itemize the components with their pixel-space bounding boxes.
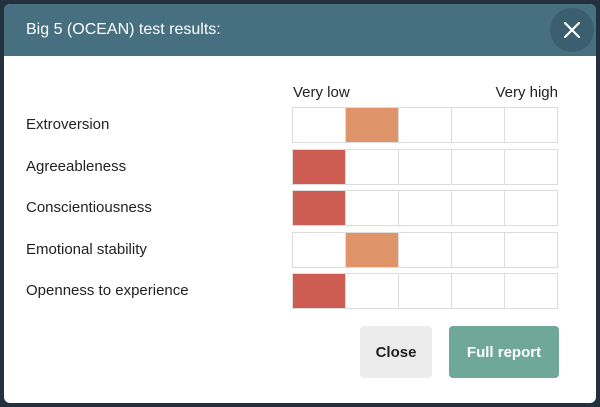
trait-score-bar bbox=[292, 231, 558, 268]
score-cell bbox=[346, 232, 399, 267]
trait-score-bar bbox=[292, 107, 558, 143]
trait-label: Openness to experience bbox=[26, 282, 189, 299]
scale-high-label: Very high bbox=[495, 84, 558, 101]
close-icon[interactable] bbox=[550, 8, 594, 52]
score-cell bbox=[346, 191, 399, 225]
trait-score-bar bbox=[292, 148, 558, 185]
score-cell bbox=[293, 149, 346, 184]
score-cell bbox=[293, 108, 346, 142]
score-cell bbox=[399, 149, 452, 184]
trait-label: Extroversion bbox=[26, 116, 110, 133]
score-cell bbox=[452, 149, 505, 184]
scale-low-label: Very low bbox=[293, 84, 350, 101]
trait-score-bar bbox=[292, 190, 558, 226]
score-cell bbox=[346, 108, 399, 142]
score-cell bbox=[505, 191, 557, 225]
full-report-button[interactable]: Full report bbox=[449, 326, 559, 378]
score-cell bbox=[505, 233, 557, 267]
score-cell bbox=[452, 232, 505, 267]
score-cell bbox=[293, 191, 346, 225]
score-cell bbox=[399, 232, 452, 267]
trait-label: Agreeableness bbox=[26, 157, 127, 175]
dialog-header: Big 5 (OCEAN) test results: bbox=[4, 4, 596, 56]
score-cell bbox=[399, 274, 452, 308]
score-cell bbox=[293, 274, 346, 308]
close-button[interactable]: Close bbox=[360, 326, 432, 378]
dialog-title: Big 5 (OCEAN) test results: bbox=[26, 21, 221, 38]
score-cell bbox=[505, 274, 557, 308]
score-cell bbox=[452, 108, 505, 142]
score-cell bbox=[452, 274, 505, 308]
trait-label: Conscientiousness bbox=[26, 199, 152, 216]
score-cell bbox=[293, 232, 346, 267]
score-cell bbox=[346, 274, 399, 308]
trait-score-bar bbox=[292, 273, 558, 309]
results-dialog: Big 5 (OCEAN) test results: Very low Ver… bbox=[4, 4, 596, 403]
score-cell bbox=[399, 191, 452, 225]
score-cell bbox=[452, 191, 505, 225]
close-icon-glyph bbox=[564, 22, 580, 38]
trait-label: Emotional stability bbox=[26, 240, 147, 258]
score-cell bbox=[399, 108, 452, 142]
score-cell bbox=[505, 108, 557, 142]
score-cell bbox=[505, 150, 557, 184]
score-cell bbox=[346, 149, 399, 184]
